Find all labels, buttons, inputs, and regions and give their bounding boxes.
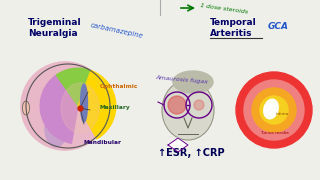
Ellipse shape	[81, 84, 87, 122]
Circle shape	[194, 100, 204, 110]
Ellipse shape	[173, 71, 213, 93]
Text: carbamazepine: carbamazepine	[90, 22, 144, 39]
Text: Ophthalmic: Ophthalmic	[100, 84, 138, 89]
Text: GCA: GCA	[268, 22, 289, 31]
Ellipse shape	[264, 99, 278, 119]
Ellipse shape	[22, 101, 29, 115]
Circle shape	[244, 80, 304, 140]
Wedge shape	[40, 75, 78, 143]
Circle shape	[252, 88, 296, 132]
Text: Amaurosis fugax: Amaurosis fugax	[155, 75, 208, 85]
Text: Trigeminal
Neuralgia: Trigeminal Neuralgia	[28, 18, 82, 38]
Polygon shape	[168, 138, 188, 152]
Text: Maxillary: Maxillary	[100, 105, 131, 110]
Circle shape	[260, 96, 288, 124]
Circle shape	[168, 96, 186, 114]
Wedge shape	[56, 68, 91, 106]
Text: 1 dose steroids: 1 dose steroids	[200, 3, 248, 15]
Text: Temporal
Arteritis: Temporal Arteritis	[210, 18, 257, 38]
Ellipse shape	[61, 83, 99, 133]
Text: Mandibular: Mandibular	[84, 140, 122, 145]
Text: ↑ESR, ↑CRP: ↑ESR, ↑CRP	[158, 148, 225, 158]
Ellipse shape	[162, 80, 214, 140]
Circle shape	[236, 72, 312, 148]
Wedge shape	[78, 71, 116, 139]
Ellipse shape	[45, 109, 67, 147]
Text: intima: intima	[276, 112, 289, 116]
Circle shape	[21, 62, 109, 150]
Text: Tunica media: Tunica media	[260, 131, 288, 135]
